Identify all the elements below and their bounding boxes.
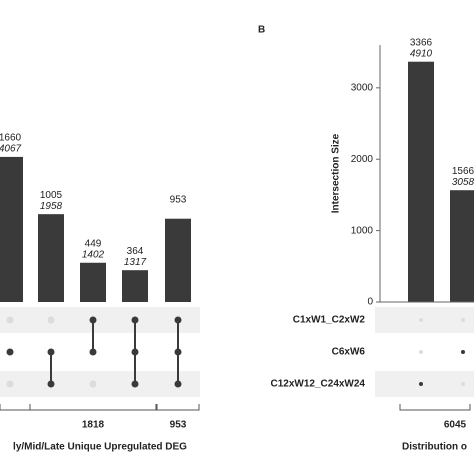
panel-label: B [258,25,265,36]
bar [80,262,106,302]
matrix-dot [131,380,139,388]
matrix-dot-empty [419,350,423,354]
y-tick-label: 3000 [351,82,374,93]
matrix-dot [174,348,182,356]
row-shade [375,371,474,397]
group-total: 953 [170,420,187,431]
bar-secondary-label: 1958 [40,201,63,212]
bar-secondary-label: 4910 [410,48,433,59]
bar-value-label: 1660 [0,133,22,144]
matrix-dot [419,382,423,386]
set-label: C6xW6 [332,347,366,358]
x-axis-label: ly/Mid/Late Unique Upregulated DEG [13,442,187,453]
matrix-dot [174,316,182,324]
bar [38,214,64,302]
row-shade [0,307,200,333]
group-total: 1818 [82,420,105,431]
bar [122,270,148,302]
bar-value-label: 953 [170,194,187,205]
bar-value-label: 1566 [452,166,474,177]
y-tick-label: 1000 [351,225,374,236]
bar-value-label: 3366 [410,37,433,48]
matrix-dot [47,380,55,388]
x-axis-label: Distribution o [402,442,467,453]
matrix-dot [89,348,97,356]
matrix-dot [461,350,465,354]
bar-secondary-label: 1317 [124,257,147,268]
matrix-dot-empty [6,316,14,324]
bar [0,156,23,302]
bar-value-label: 364 [127,246,144,257]
matrix-dot-empty [6,380,14,388]
matrix-dot [6,348,14,356]
set-label: C1xW1_C2xW2 [293,315,366,326]
matrix-dot-empty [461,318,465,322]
bar-secondary-label: 4067 [0,144,22,155]
bar [165,218,191,302]
bar-value-label: 1005 [40,190,63,201]
matrix-dot [47,348,55,356]
bar-value-label: 449 [85,238,102,249]
bracket [156,404,200,411]
matrix-dot [131,348,139,356]
matrix-dot-empty [47,316,55,324]
row-shade [375,307,474,333]
y-tick-label: 0 [367,297,373,308]
y-tick-label: 2000 [351,154,374,165]
matrix-dot [131,316,139,324]
bar [408,61,434,302]
bracket [399,404,471,411]
bracket [29,404,157,411]
group-total: 6045 [444,420,467,431]
matrix-dot-empty [461,382,465,386]
bar [450,190,474,302]
set-label: C12xW12_C24xW24 [271,379,366,390]
matrix-dot-empty [419,318,423,322]
matrix-dot [89,316,97,324]
matrix-dot [174,380,182,388]
bar-secondary-label: 1402 [82,249,105,260]
bar-secondary-label: 3058 [452,177,474,188]
y-axis-label: Intersection Size [331,133,342,213]
row-shade [0,371,200,397]
matrix-dot-empty [89,380,97,388]
